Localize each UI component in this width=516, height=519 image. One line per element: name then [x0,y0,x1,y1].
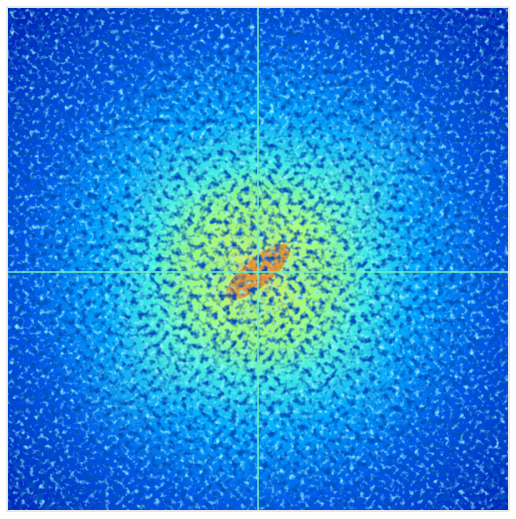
frame [6,6,510,512]
spectrum-image [8,8,508,510]
